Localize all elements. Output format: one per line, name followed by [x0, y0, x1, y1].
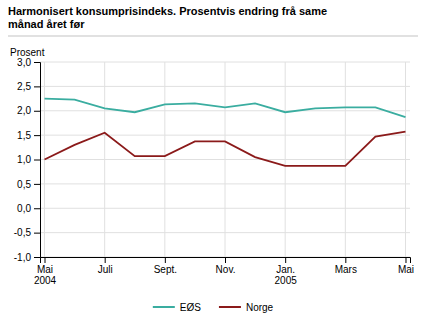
y-tick-mark [34, 257, 40, 258]
y-tick: 0,0 [17, 203, 40, 214]
y-tick-label: -0,5 [14, 227, 32, 238]
grid-line-x [345, 62, 346, 257]
grid-line-x [285, 62, 286, 257]
grid-line-x [104, 62, 105, 257]
legend-label: EØS [180, 302, 201, 313]
plot: -1,0 -0,5 0,0 0,5 1,0 1,5 2,0 2,5 3,0 Mai2004 Juli… [14, 57, 414, 286]
x-tick-mark [345, 257, 346, 263]
x-tick-mark [285, 257, 286, 263]
y-tick-mark [34, 160, 40, 161]
x-tick-label: Nov. [216, 264, 236, 275]
y-tick-label: 1,0 [17, 154, 31, 165]
x-tick: Sept. [154, 257, 177, 275]
legend-item: EØS [153, 302, 201, 313]
y-tick: -1,0 [14, 252, 40, 263]
grid-line-x [405, 62, 406, 257]
x-tick: Mai [398, 257, 414, 275]
y-tick-label: -1,0 [14, 252, 32, 263]
x-tick-label: Mai2004 [34, 264, 57, 286]
x-tick-mark [105, 257, 106, 263]
chart: Harmonisert konsumprisindeks. Prosentvis… [0, 0, 426, 319]
y-tick: 3,0 [17, 57, 40, 68]
x-tick: Nov. [216, 257, 236, 275]
grid [40, 62, 410, 257]
x-tick: Juli [98, 257, 113, 275]
y-tick-mark [34, 86, 40, 87]
y-tick-label: 0,0 [17, 203, 31, 214]
series-line [45, 132, 406, 166]
x-tick-label: Sept. [154, 264, 177, 275]
x-tick-mark [405, 257, 406, 263]
legend-swatch [219, 306, 241, 308]
x-axis: Mai2004 Juli Sept. Nov. Jan.2005 Mars Mai [34, 257, 414, 286]
y-tick-label: 0,5 [17, 179, 31, 190]
legend: EØS Norge [153, 302, 274, 313]
y-tick-mark [34, 208, 40, 209]
x-tick-mark [45, 257, 46, 263]
y-tick-label: 3,0 [17, 57, 31, 68]
x-tick-mark [165, 257, 166, 263]
x-tick-label: Mars [335, 264, 357, 275]
x-tick: Jan.2005 [275, 257, 298, 286]
x-tick: Mai2004 [34, 257, 57, 286]
lines [45, 99, 406, 166]
title: Harmonisert konsumprisindeks. Prosentvis… [8, 5, 327, 30]
y-tick: -0,5 [14, 227, 40, 238]
y-tick-label: 2,0 [17, 105, 31, 116]
y-tick: 1,5 [17, 130, 40, 141]
y-axis-line [34, 63, 41, 258]
grid-line-x [164, 62, 165, 257]
y-tick: 2,0 [17, 105, 40, 116]
y-tick-mark [34, 62, 40, 63]
legend-label: Norge [246, 302, 274, 313]
y-tick-label: 1,5 [17, 130, 31, 141]
y-tick-mark [34, 233, 40, 234]
x-tick-label: Mai [398, 264, 414, 275]
y-tick-mark [34, 135, 40, 136]
y-tick: 1,0 [17, 154, 40, 165]
x-tick-label: Juli [98, 264, 113, 275]
y-axis: -1,0 -0,5 0,0 0,5 1,0 1,5 2,0 2,5 3,0 [14, 57, 41, 263]
y-tick-label: 2,5 [17, 81, 31, 92]
y-axis-label: Prosent [10, 47, 45, 58]
title-rule [8, 36, 418, 37]
x-tick: Mars [335, 257, 357, 275]
x-tick-mark [225, 257, 226, 263]
y-tick: 0,5 [17, 179, 40, 190]
grid-line-x [225, 62, 226, 257]
x-tick-label: Jan.2005 [275, 264, 298, 286]
y-tick-mark [34, 184, 40, 185]
legend-item: Norge [219, 302, 274, 313]
series-line [45, 99, 406, 118]
y-tick: 2,5 [17, 81, 40, 92]
y-tick-mark [34, 111, 40, 112]
x-axis-line [41, 258, 411, 264]
legend-swatch [153, 306, 175, 308]
